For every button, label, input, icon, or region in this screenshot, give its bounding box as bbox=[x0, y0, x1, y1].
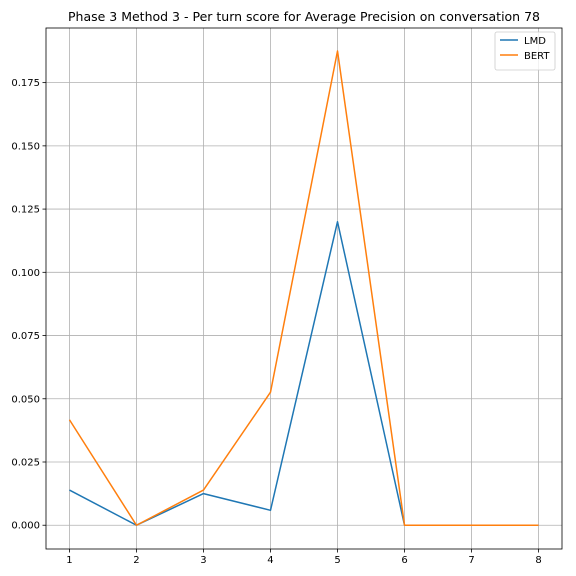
x-tick-label: 2 bbox=[133, 555, 139, 566]
plot-frame bbox=[45, 27, 563, 550]
y-tick-label: 0.075 bbox=[11, 331, 40, 342]
x-tick-label: 1 bbox=[66, 555, 72, 566]
x-tick-label: 8 bbox=[535, 555, 541, 566]
series-line-lmd bbox=[69, 220, 539, 526]
x-tick-label: 6 bbox=[401, 555, 407, 566]
series-lines bbox=[68, 50, 539, 526]
x-tick-label: 4 bbox=[267, 555, 273, 566]
x-tick-label: 7 bbox=[468, 555, 474, 566]
legend-label-lmd: LMD bbox=[524, 36, 546, 47]
x-tick-label: 5 bbox=[334, 555, 340, 566]
x-tick-label: 3 bbox=[200, 555, 206, 566]
y-tick-label: 0.100 bbox=[11, 268, 40, 279]
legend-box bbox=[494, 31, 556, 71]
legend: LMD BERT bbox=[494, 31, 556, 71]
y-tick-label: 0.125 bbox=[11, 205, 40, 216]
chart-title: Phase 3 Method 3 - Per turn score for Av… bbox=[68, 9, 540, 24]
y-tick-label: 0.050 bbox=[11, 394, 40, 405]
y-axis: 0.000 0.025 0.050 0.075 0.100 0.125 0.150 0.175 bbox=[11, 78, 46, 532]
x-axis: 1 2 3 4 5 6 7 8 bbox=[66, 549, 542, 566]
y-tick-label: 0.025 bbox=[11, 457, 40, 468]
y-tick-label: 0.175 bbox=[11, 78, 40, 89]
series-line-bert bbox=[68, 50, 539, 526]
grid bbox=[46, 28, 562, 549]
y-tick-label: 0.000 bbox=[11, 521, 40, 532]
legend-label-bert: BERT bbox=[524, 51, 550, 62]
y-tick-label: 0.150 bbox=[11, 141, 40, 152]
